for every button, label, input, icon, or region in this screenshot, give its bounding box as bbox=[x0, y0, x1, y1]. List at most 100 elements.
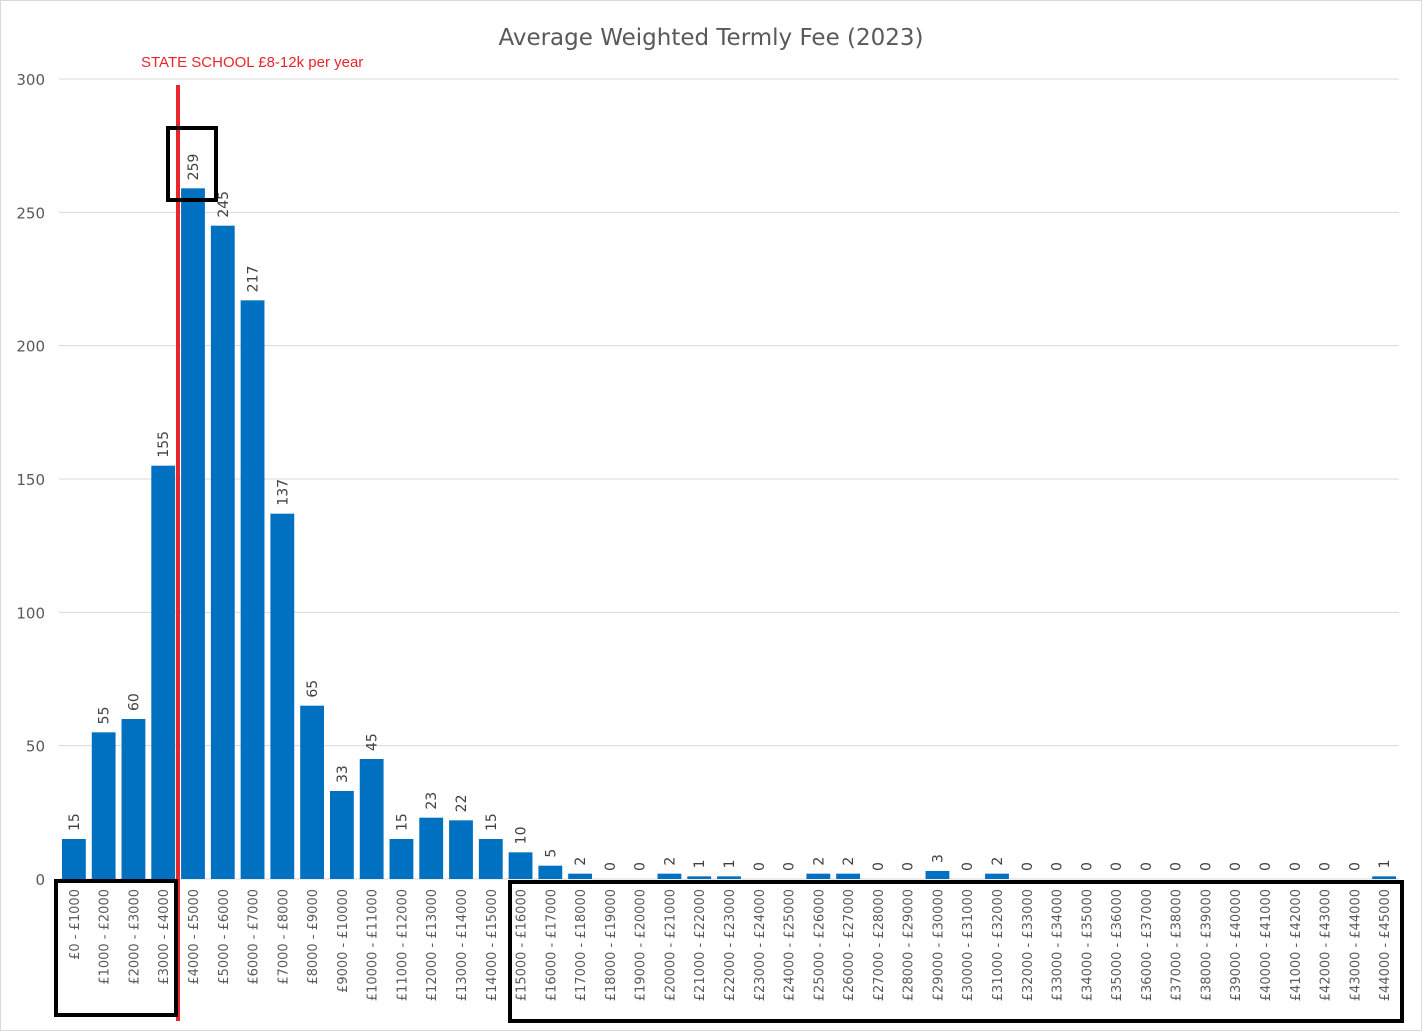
x-tick-label: £28000 - £29000 bbox=[902, 889, 917, 1001]
data-label: 2 bbox=[841, 857, 857, 866]
state-school-annotation: STATE SCHOOL £8-12k per year bbox=[141, 54, 363, 71]
data-label: 2 bbox=[662, 857, 678, 866]
data-label: 137 bbox=[275, 479, 291, 506]
y-tick-label: 0 bbox=[35, 871, 45, 889]
data-label: 217 bbox=[246, 266, 262, 293]
x-tick-label: £15000 - £16000 bbox=[515, 889, 530, 1001]
bar bbox=[329, 791, 354, 879]
bar bbox=[478, 839, 503, 879]
bar bbox=[270, 513, 295, 879]
bar bbox=[836, 873, 861, 879]
x-tick-label: £11000 - £12000 bbox=[395, 889, 410, 1001]
data-label: 22 bbox=[454, 795, 470, 813]
bar bbox=[717, 876, 741, 879]
peak-highlight-box bbox=[166, 126, 218, 202]
x-tick-label: £39000 - £40000 bbox=[1229, 889, 1244, 1001]
x-tick-label: £29000 - £30000 bbox=[931, 889, 946, 1001]
x-tick-label: £19000 - £20000 bbox=[634, 889, 649, 1001]
data-label: 0 bbox=[1318, 862, 1334, 871]
x-tick-label: £27000 - £28000 bbox=[872, 889, 887, 1001]
y-tick-label: 100 bbox=[16, 604, 45, 622]
x-tick-label: £32000 - £33000 bbox=[1021, 889, 1036, 1001]
bar bbox=[806, 873, 831, 879]
data-label: 15 bbox=[394, 813, 410, 831]
bar bbox=[538, 865, 563, 879]
x-tick-label: £17000 - £18000 bbox=[574, 889, 589, 1001]
x-tick-label: £13000 - £14000 bbox=[455, 889, 470, 1001]
x-tick-label: £44000 - £45000 bbox=[1378, 889, 1393, 1001]
y-axis: 0 50 100 150 200 250 300 bbox=[16, 71, 45, 889]
data-label: 0 bbox=[1020, 862, 1036, 871]
x-tick-label: £30000 - £31000 bbox=[961, 889, 976, 1001]
bar bbox=[91, 732, 116, 879]
data-label: 3 bbox=[930, 854, 946, 863]
x-tick-label: £25000 - £26000 bbox=[812, 889, 827, 1001]
bar bbox=[508, 852, 533, 879]
data-label: 0 bbox=[1228, 862, 1244, 871]
data-label: 0 bbox=[1169, 862, 1185, 871]
bar bbox=[925, 871, 950, 879]
data-label: 1 bbox=[722, 859, 738, 868]
x-tick-label: £6000 - £7000 bbox=[247, 889, 262, 985]
x-tick-label: £24000 - £25000 bbox=[783, 889, 798, 1001]
bar bbox=[181, 188, 205, 880]
data-label: 0 bbox=[1109, 862, 1125, 871]
x-tick-label: £2000 - £3000 bbox=[127, 889, 142, 985]
data-label: 0 bbox=[1079, 862, 1095, 871]
data-label: 0 bbox=[901, 862, 917, 871]
x-tick-label: £5000 - £6000 bbox=[217, 889, 232, 985]
y-tick-label: 50 bbox=[26, 738, 45, 756]
bar bbox=[61, 839, 86, 879]
x-tick-label: £10000 - £11000 bbox=[366, 889, 381, 1001]
x-tick-label: £9000 - £10000 bbox=[336, 889, 351, 993]
x-tick-label: £41000 - £42000 bbox=[1289, 889, 1304, 1001]
bar bbox=[151, 465, 176, 879]
bar bbox=[210, 225, 235, 879]
data-label: 1 bbox=[692, 859, 708, 868]
high-fee-highlight-box bbox=[508, 880, 1404, 1023]
x-tick-label: £21000 - £22000 bbox=[693, 889, 708, 1001]
y-tick-label: 250 bbox=[16, 204, 45, 222]
x-tick-label: £40000 - £41000 bbox=[1259, 889, 1274, 1001]
x-tick-label: £20000 - £21000 bbox=[663, 889, 678, 1001]
bar bbox=[359, 759, 384, 879]
x-tick-label: £31000 - £32000 bbox=[991, 889, 1006, 1001]
data-label: 0 bbox=[633, 862, 649, 871]
data-label: 0 bbox=[1288, 862, 1304, 871]
x-tick-label: £18000 - £19000 bbox=[604, 889, 619, 1001]
y-tick-label: 200 bbox=[16, 338, 45, 356]
x-axis: £0 - £1000 £1000 - £2000 £2000 - £3000 £300… bbox=[68, 889, 1393, 1001]
data-label: 10 bbox=[514, 827, 530, 845]
x-tick-label: £33000 - £34000 bbox=[1051, 889, 1066, 1001]
bar bbox=[1372, 876, 1397, 879]
data-label: 15 bbox=[67, 813, 83, 831]
data-label: 55 bbox=[97, 707, 113, 725]
bar bbox=[419, 817, 444, 879]
y-tick-label: 150 bbox=[16, 471, 45, 489]
data-label: 245 bbox=[216, 191, 232, 218]
data-label: 0 bbox=[1198, 862, 1214, 871]
x-tick-label: £4000 - £5000 bbox=[187, 889, 202, 985]
data-label: 65 bbox=[305, 680, 321, 698]
data-label: 2 bbox=[811, 857, 827, 866]
x-tick-label: £16000 - £17000 bbox=[544, 889, 559, 1001]
bar bbox=[300, 705, 325, 879]
data-label: 33 bbox=[335, 765, 351, 783]
data-label: 0 bbox=[1258, 862, 1274, 871]
bar bbox=[657, 873, 682, 879]
x-tick-label: £38000 - £39000 bbox=[1199, 889, 1214, 1001]
y-tick-label: 300 bbox=[16, 71, 45, 89]
x-tick-label: £34000 - £35000 bbox=[1080, 889, 1095, 1001]
data-label: 1 bbox=[1377, 859, 1393, 868]
data-label: 15 bbox=[484, 813, 500, 831]
x-tick-label: £23000 - £24000 bbox=[753, 889, 768, 1001]
data-label: 0 bbox=[782, 862, 798, 871]
x-tick-label: £36000 - £37000 bbox=[1140, 889, 1155, 1001]
data-label: 155 bbox=[156, 431, 172, 458]
bar bbox=[687, 876, 712, 879]
x-tick-label: £42000 - £43000 bbox=[1319, 889, 1334, 1001]
x-tick-label: £35000 - £36000 bbox=[1110, 889, 1125, 1001]
bar bbox=[985, 873, 1009, 879]
